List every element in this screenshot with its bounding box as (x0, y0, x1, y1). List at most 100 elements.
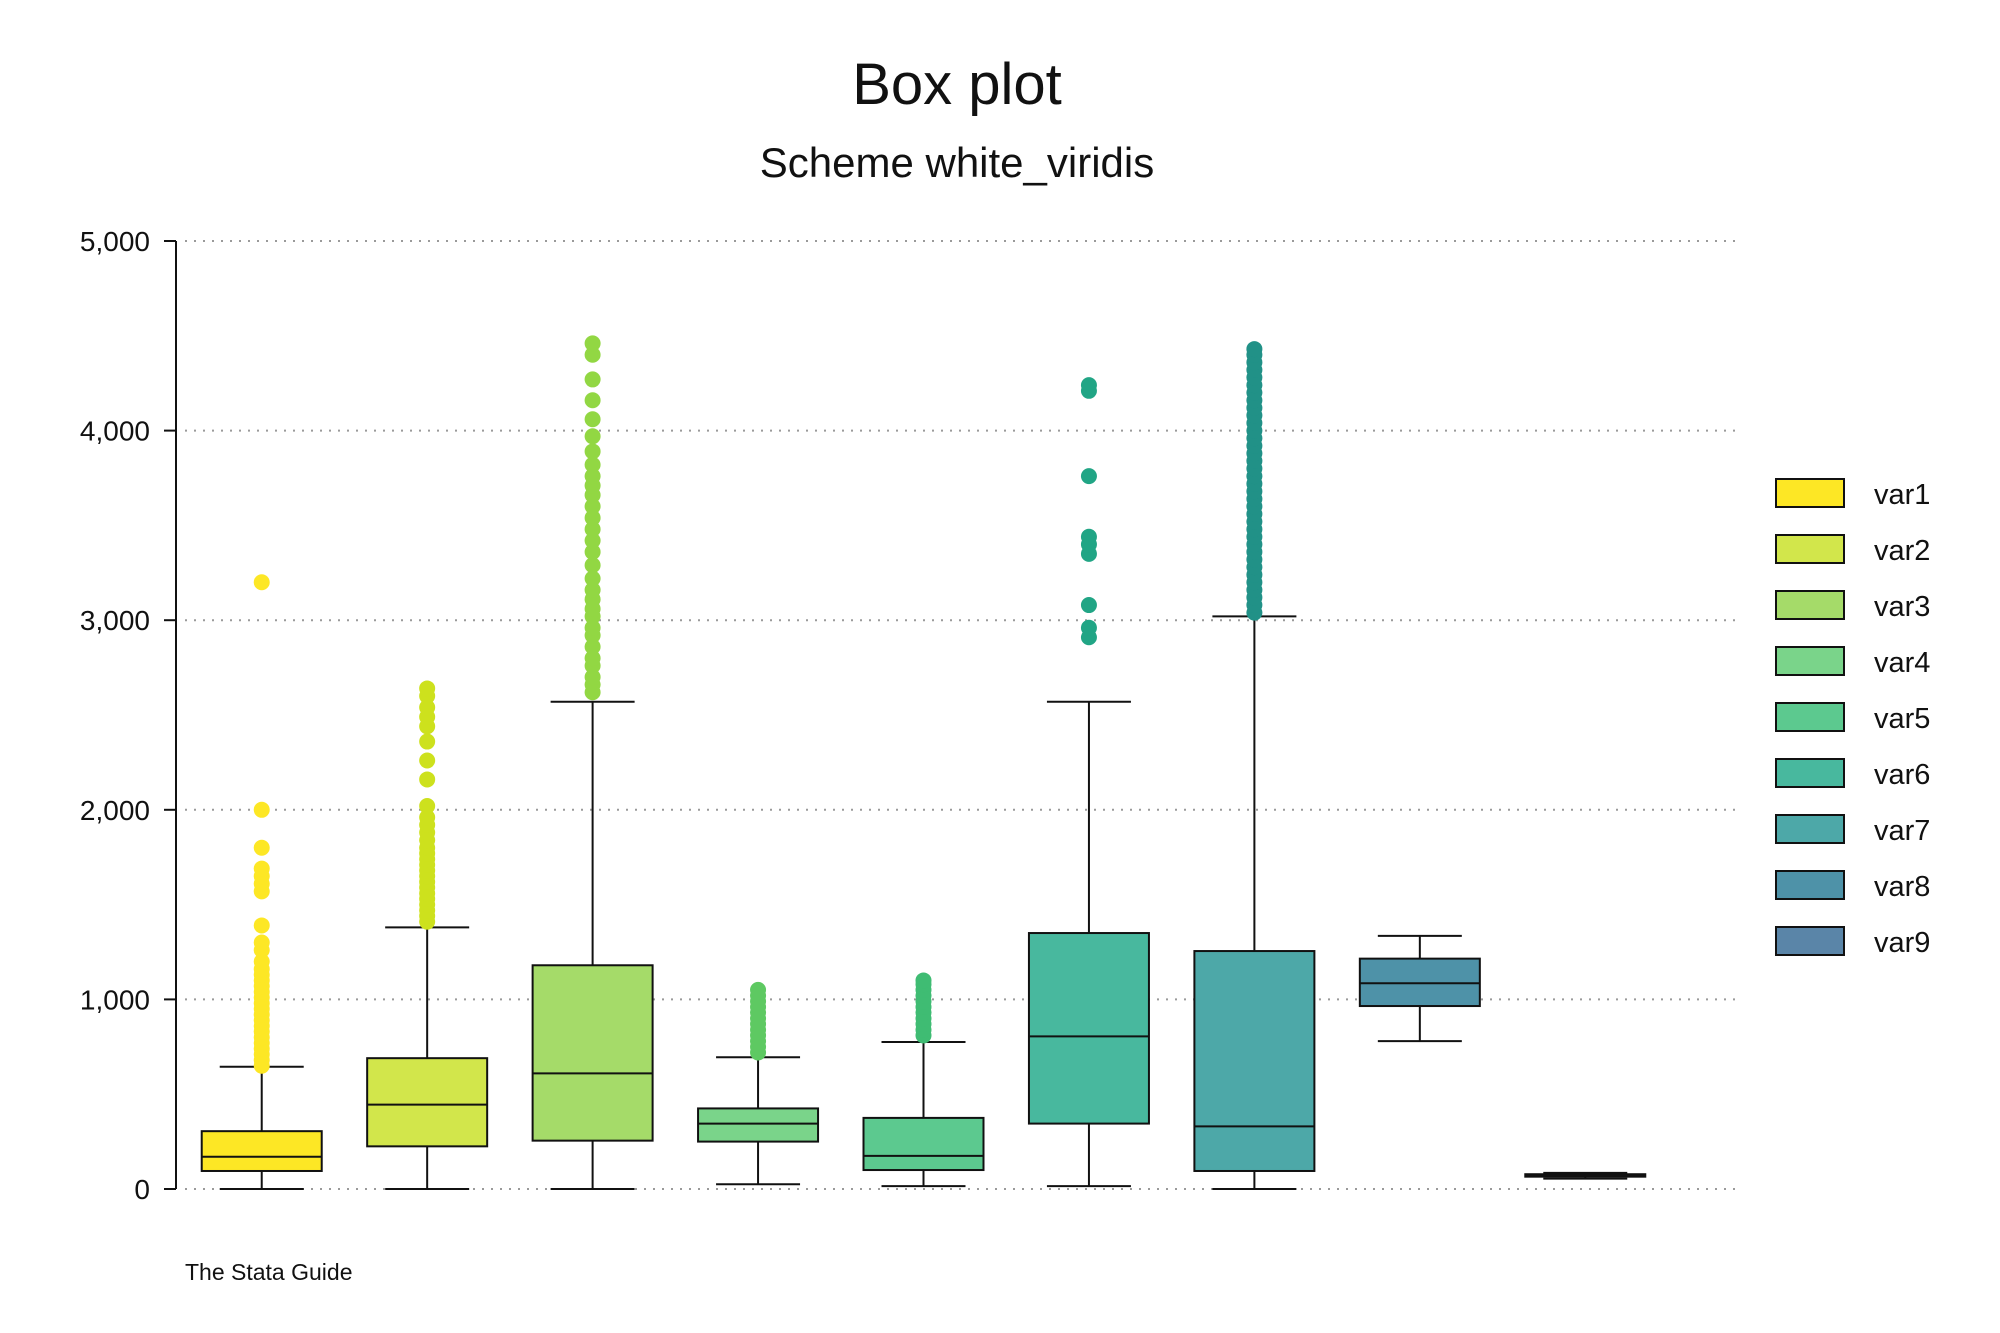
outlier-point (584, 468, 601, 485)
outlier-point (584, 543, 601, 560)
legend-label: var7 (1874, 815, 1930, 847)
legend-label: var4 (1874, 647, 1930, 679)
legend-item-var1: var1 (1775, 478, 1930, 511)
outlier-point (253, 574, 270, 591)
legend-item-var7: var7 (1775, 814, 1930, 847)
legend-item-var9: var9 (1775, 926, 1930, 959)
outlier-point (1246, 341, 1263, 358)
outlier-point (584, 443, 601, 460)
legend-item-var3: var3 (1775, 590, 1930, 623)
legend-item-var6: var6 (1775, 758, 1930, 791)
box-var8 (1358, 934, 1481, 1043)
outlier-point (750, 981, 767, 998)
legend-item-var2: var2 (1775, 534, 1930, 567)
legend-swatch (1775, 926, 1845, 956)
outlier-point (419, 771, 436, 788)
box-var3 (531, 335, 654, 1190)
legend-swatch (1775, 646, 1845, 676)
outlier-point (419, 699, 436, 716)
outlier-point (253, 801, 270, 818)
outlier-point (584, 346, 601, 363)
legend-item-var4: var4 (1775, 646, 1930, 679)
box-rect (1193, 950, 1316, 1172)
box-rect (531, 964, 654, 1142)
box-var2 (366, 680, 489, 1190)
box-rect (862, 1116, 985, 1172)
outlier-point (584, 532, 601, 549)
outlier-point (1080, 597, 1097, 614)
y-tick-label: 1,000 (80, 984, 150, 1015)
legend-swatch (1775, 590, 1845, 620)
legend: var1 var2 var3 var4 var5 var6 var7 var8 var9 (1775, 478, 1930, 959)
outlier-point (584, 371, 601, 388)
outlier-point (1080, 528, 1097, 545)
box-rect (200, 1130, 323, 1172)
box-var4 (697, 981, 820, 1186)
boxes (200, 335, 1647, 1190)
outlier-point (584, 509, 601, 526)
outlier-point (584, 570, 601, 587)
legend-label: var2 (1874, 535, 1930, 567)
y-tick-label: 4,000 (80, 416, 150, 447)
box-rect (366, 1057, 489, 1148)
outlier-point (253, 839, 270, 856)
legend-swatch (1775, 814, 1845, 844)
outlier-point (915, 972, 932, 989)
legend-label: var9 (1874, 927, 1930, 959)
outlier-point (584, 581, 601, 598)
box-var5 (862, 972, 985, 1188)
y-tick-label: 5,000 (80, 226, 150, 257)
box-rect (697, 1107, 820, 1143)
legend-item-var5: var5 (1775, 702, 1930, 735)
outlier-point (419, 680, 436, 697)
y-tick-label: 3,000 (80, 605, 150, 636)
chart-subtitle: Scheme white_viridis (760, 139, 1155, 186)
outlier-point (253, 934, 270, 951)
legend-swatch (1775, 534, 1845, 564)
outlier-point (584, 392, 601, 409)
outlier-point (584, 498, 601, 515)
outlier-point (584, 428, 601, 445)
box-var1 (200, 574, 323, 1190)
outlier-point (1080, 468, 1097, 485)
outlier-point (419, 733, 436, 750)
box-var9 (1524, 1171, 1647, 1180)
outlier-point (253, 860, 270, 877)
chart-note: The Stata Guide (185, 1259, 353, 1285)
outlier-point (253, 953, 270, 970)
outlier-point (584, 557, 601, 574)
box-var7 (1193, 341, 1316, 1190)
outlier-point (584, 411, 601, 428)
legend-label: var3 (1874, 591, 1930, 623)
legend-item-var8: var8 (1775, 870, 1930, 903)
legend-swatch (1775, 870, 1845, 900)
outlier-point (584, 638, 601, 655)
y-tick-label: 2,000 (80, 795, 150, 826)
outlier-point (584, 650, 601, 667)
legend-swatch (1775, 478, 1845, 508)
outlier-point (1080, 377, 1097, 394)
outlier-point (419, 798, 436, 815)
outlier-point (584, 456, 601, 473)
y-tick-label: 0 (134, 1174, 150, 1205)
gridlines (185, 240, 1740, 1190)
outlier-point (419, 809, 436, 826)
legend-swatch (1775, 758, 1845, 788)
legend-label: var1 (1874, 479, 1930, 511)
outlier-point (584, 521, 601, 538)
outlier-point (253, 917, 270, 934)
box-rect (1027, 932, 1150, 1125)
outlier-point (584, 619, 601, 636)
y-axis-ticks: 0 1,000 2,000 3,000 4,000 5,000 (80, 226, 176, 1205)
outlier-point (584, 335, 601, 352)
legend-label: var5 (1874, 703, 1930, 735)
outlier-point (584, 669, 601, 686)
outlier-point (419, 752, 436, 769)
legend-swatch (1775, 702, 1845, 732)
box-var6 (1027, 377, 1150, 1188)
outlier-point (1080, 619, 1097, 636)
chart-title: Box plot (852, 52, 1062, 117)
legend-label: var8 (1874, 871, 1930, 903)
legend-label: var6 (1874, 759, 1930, 791)
